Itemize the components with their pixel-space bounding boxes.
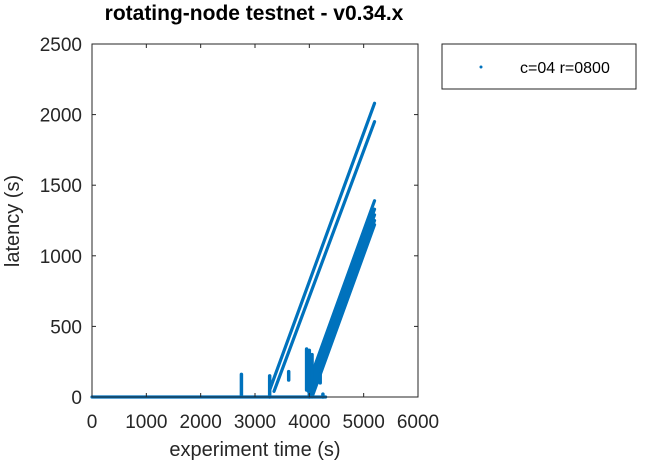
x-tick-label: 0	[87, 412, 98, 433]
y-tick-label: 1000	[40, 247, 82, 268]
series-layer	[90, 101, 377, 399]
data-point-trend	[268, 101, 377, 391]
chart-title: rotating-node testnet - v0.34.x	[105, 2, 404, 25]
x-tick-label: 1000	[125, 412, 167, 433]
y-tick-label: 2500	[40, 35, 82, 56]
x-tick-label: 4000	[288, 412, 330, 433]
y-tick-label: 2000	[40, 106, 82, 127]
legend-marker	[479, 65, 483, 69]
legend-box	[441, 43, 637, 90]
data-point-trend	[305, 199, 377, 391]
y-tick-label: 500	[50, 317, 82, 338]
ticks-layer: 0 1000 2000 3000 4000 5000 6000 0 500 1000 1500 200…	[40, 35, 439, 433]
x-tick-label: 6000	[397, 412, 439, 433]
y-tick-label: 1500	[40, 176, 82, 197]
x-tick-label: 3000	[234, 412, 276, 433]
legend: c=04 r=0800	[441, 43, 637, 90]
plot-background	[92, 44, 418, 397]
y-axis-label: latency (s)	[2, 175, 24, 267]
x-tick-label: 5000	[343, 412, 385, 433]
y-tick-label: 0	[71, 388, 82, 409]
data-point-trend	[272, 120, 377, 393]
x-axis-label: experiment time (s)	[169, 439, 340, 461]
x-tick-label: 2000	[180, 412, 222, 433]
data-point-trend	[310, 223, 377, 399]
plot-area	[90, 43, 419, 399]
legend-label: c=04 r=0800	[520, 60, 610, 77]
data-point-trend	[306, 207, 377, 393]
